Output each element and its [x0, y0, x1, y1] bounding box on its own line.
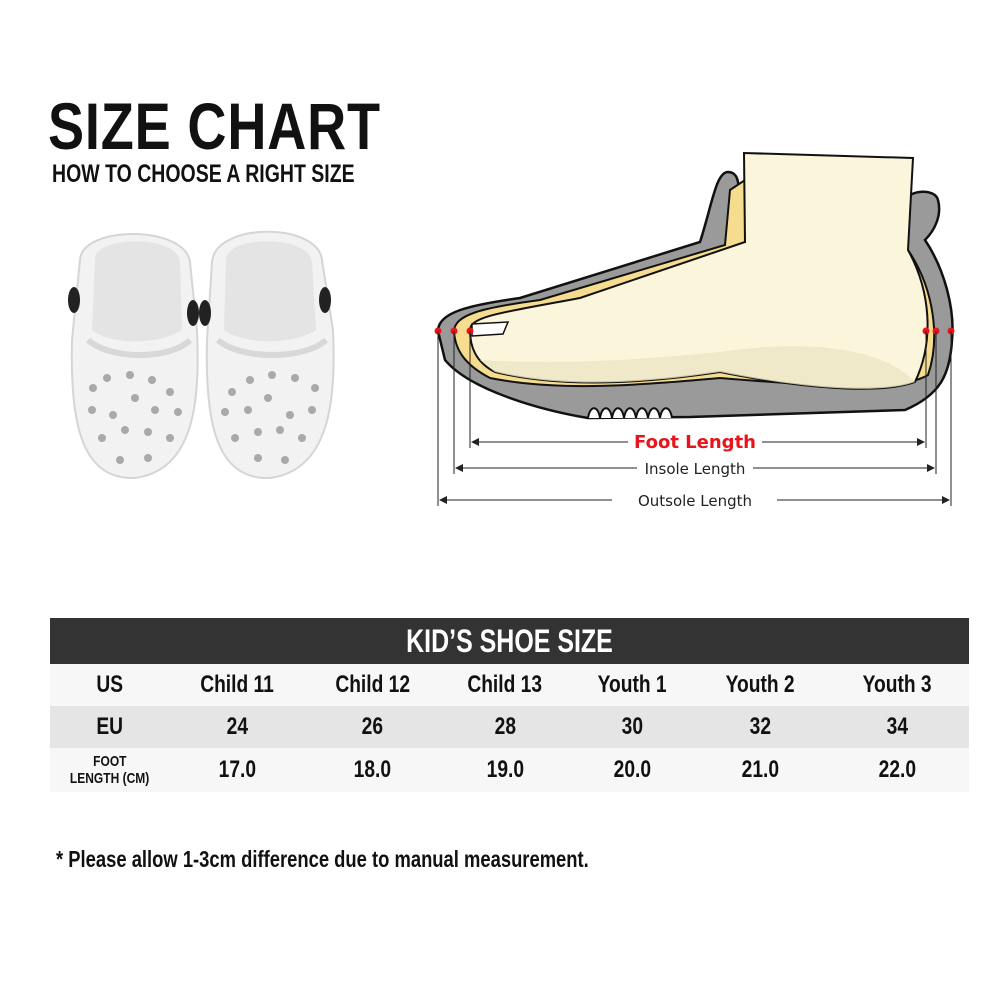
cell-text: 30: [621, 713, 644, 740]
table-cell: 34: [825, 713, 969, 741]
cell-text: Youth 1: [598, 671, 667, 698]
table-cell: 26: [305, 713, 440, 741]
table-cell: 19.0: [440, 756, 570, 784]
cell-text: Youth 3: [862, 671, 932, 698]
table-title-text: KID’S SHOE SIZE: [406, 623, 613, 659]
table-cell: Child 11: [170, 671, 305, 699]
row-label-line2: LENGTH (CM): [70, 770, 150, 787]
table-cell: Youth 2: [695, 671, 825, 699]
cell-text: Child 13: [467, 671, 543, 698]
row-label-text: US: [96, 671, 124, 698]
illustrations: Foot Length Insole Length Outsole Length: [68, 151, 955, 510]
outsole-length-label: Outsole Length: [638, 492, 752, 510]
cell-text: 22.0: [878, 756, 916, 783]
table-cell: Youth 1: [570, 671, 695, 699]
cell-text: 20.0: [613, 756, 652, 783]
row-label: EU: [50, 713, 170, 741]
table-row-us: US Child 11 Child 12 Child 13 Youth 1 Yo…: [50, 664, 969, 706]
cell-text: 34: [886, 713, 908, 740]
table-cell: 21.0: [695, 756, 825, 784]
page-title: SIZE CHART: [48, 89, 381, 163]
sole-tread: [587, 407, 673, 419]
table-row-eu: EU 24 26 28 30 32 34: [50, 706, 969, 748]
table-cell: 32: [695, 713, 825, 741]
row-label-text: EU: [96, 713, 124, 740]
row-label: FOOT LENGTH (CM): [50, 753, 170, 787]
table-cell: Child 12: [305, 671, 440, 699]
cell-text: 18.0: [353, 756, 392, 783]
page-subtitle: HOW TO CHOOSE A RIGHT SIZE: [52, 160, 355, 188]
left-clog: [68, 233, 199, 480]
shoe-diagram: Foot Length Insole Length Outsole Length: [434, 151, 955, 510]
foot-length-label: Foot Length: [634, 432, 756, 453]
right-clog: [199, 230, 335, 480]
table-cell: 18.0: [305, 756, 440, 784]
cell-text: Youth 2: [725, 671, 795, 698]
table-cell: 24: [170, 713, 305, 741]
table-title: KID’S SHOE SIZE: [50, 618, 969, 664]
table-cell: 30: [570, 713, 695, 741]
measurement-note: * Please allow 1-3cm difference due to m…: [56, 846, 589, 872]
row-label-line1: FOOT: [93, 753, 127, 770]
row-label: US: [50, 671, 170, 699]
table-row-foot-length: FOOT LENGTH (CM) 17.0 18.0 19.0 20.0 21.0…: [50, 748, 969, 792]
table-cell: 17.0: [170, 756, 305, 784]
cell-text: 21.0: [741, 756, 779, 783]
cell-text: Child 11: [200, 671, 275, 698]
cell-text: 28: [494, 713, 516, 740]
table-cell: 20.0: [570, 756, 695, 784]
cell-text: 24: [226, 713, 249, 740]
table-cell: 28: [440, 713, 570, 741]
table-cell: 22.0: [825, 756, 969, 784]
table-cell: Youth 3: [825, 671, 969, 699]
table-cell: Child 13: [440, 671, 570, 699]
cell-text: Child 12: [335, 671, 410, 698]
toenail: [471, 321, 510, 337]
size-table: KID’S SHOE SIZE US Child 11 Child 12 Chi…: [50, 618, 969, 792]
cell-text: 32: [749, 713, 771, 740]
clogs-image: [68, 230, 335, 480]
cell-text: 19.0: [486, 756, 524, 783]
cell-text: 17.0: [218, 756, 257, 783]
cell-text: 26: [361, 713, 384, 740]
insole-length-label: Insole Length: [645, 460, 746, 478]
